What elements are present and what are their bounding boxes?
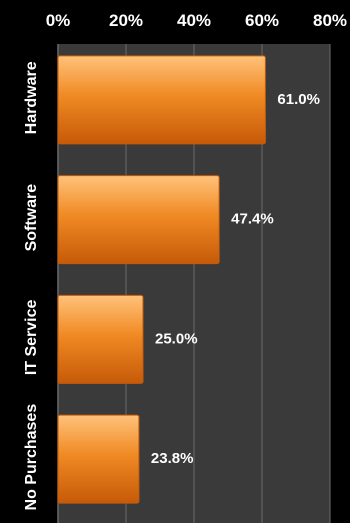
category-labels: Hardware Software IT Service No Purchases [23,61,40,510]
category-label: Software [23,184,40,252]
bar-hardware [57,55,266,145]
value-label: 25.0% [155,330,198,347]
bars [57,55,266,504]
bar-software [57,175,220,265]
category-label: No Purchases [23,404,40,511]
x-tick-label: 20% [109,11,143,30]
bar-no-purchases [57,414,140,504]
x-axis-ticks: 0% 20% 40% 60% 80% [46,11,347,30]
x-tick-label: 80% [313,11,347,30]
value-label: 61.0% [277,91,320,108]
x-tick-label: 60% [245,11,279,30]
category-label: IT Service [23,299,40,375]
x-tick-label: 0% [46,11,71,30]
value-label: 47.4% [231,211,274,228]
bar-it-service [57,294,144,384]
value-label: 23.8% [151,450,194,467]
category-label: Hardware [23,61,40,134]
x-tick-label: 40% [177,11,211,30]
value-labels: 61.0% 47.4% 25.0% 23.8% [151,91,320,467]
